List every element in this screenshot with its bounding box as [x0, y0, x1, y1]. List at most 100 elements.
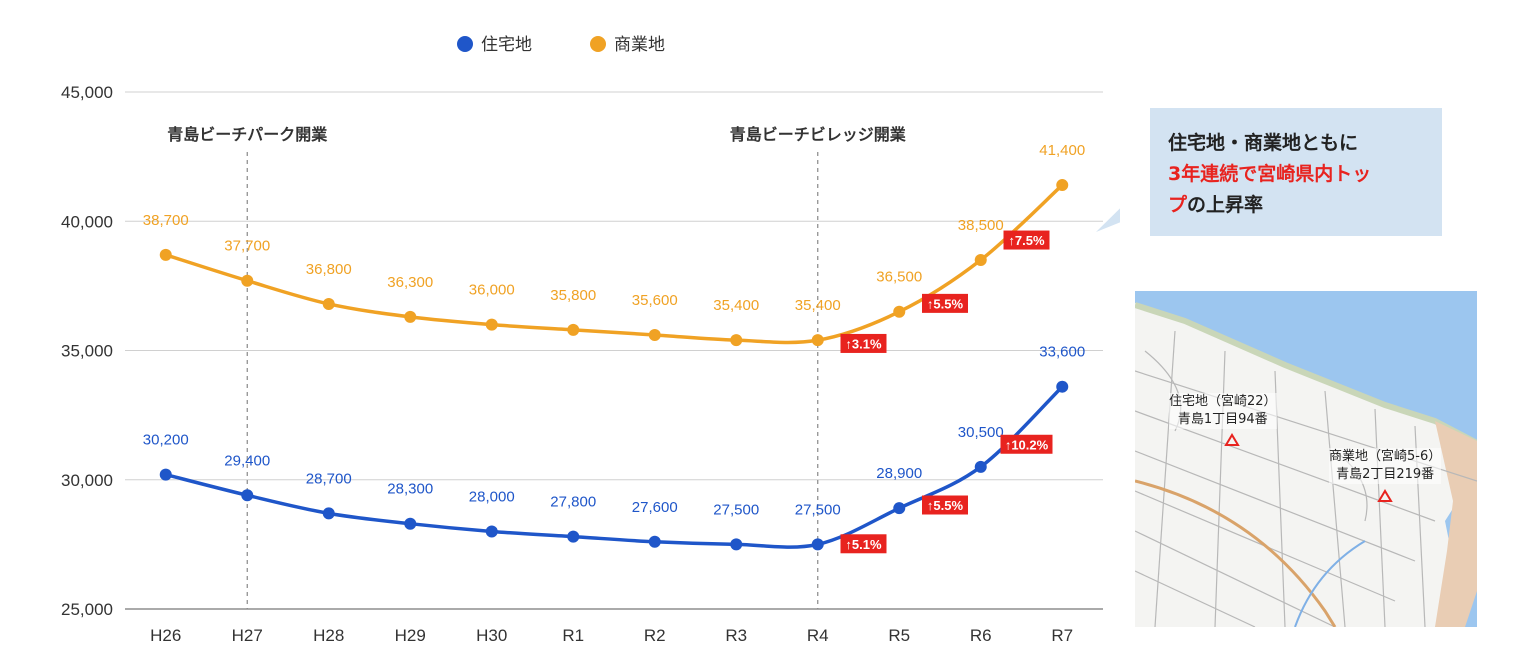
data-label: 35,400: [795, 297, 841, 314]
rate-badge-label: ↑10.2%: [1005, 437, 1049, 452]
x-tick-label: H30: [476, 626, 507, 645]
y-tick-label: 40,000: [61, 212, 113, 231]
data-label: 27,800: [550, 494, 596, 511]
rate-badge: [840, 333, 887, 353]
x-tick-label: H27: [232, 626, 263, 645]
data-label: 37,700: [224, 238, 270, 255]
rate-badge: [922, 293, 968, 313]
data-label: 36,500: [876, 269, 922, 286]
rate-badge: [1000, 434, 1053, 454]
map-label-residential: 住宅地（宮崎22） 青島1丁目94番: [1169, 393, 1277, 429]
data-label: 28,700: [306, 470, 352, 487]
x-tick-label: R2: [644, 626, 666, 645]
x-tick-label: H28: [313, 626, 344, 645]
y-tick-label: 25,000: [61, 600, 113, 619]
series-line: [165, 183, 1064, 345]
x-tick-label: R3: [725, 626, 747, 645]
data-point: [648, 328, 661, 341]
annotation-label: 青島ビーチビレッジ開業: [730, 125, 907, 144]
data-point: [322, 507, 335, 520]
data-point: [1056, 380, 1069, 393]
callout-line-3-rest: の上昇率: [1187, 194, 1264, 216]
data-label: 35,800: [550, 287, 596, 304]
map-graphic: [1135, 291, 1477, 627]
map-label-residential-2: 青島1丁目94番: [1177, 412, 1268, 427]
data-point: [485, 525, 498, 538]
data-point: [648, 535, 661, 548]
legend-label: 商業地: [614, 35, 665, 55]
data-point: [567, 530, 580, 543]
data-point: [1056, 179, 1069, 192]
series-line: [165, 385, 1064, 549]
map-label-commercial-2: 青島2丁目219番: [1336, 467, 1435, 482]
data-point: [159, 248, 172, 261]
rate-badge-label: ↑7.5%: [1008, 233, 1045, 248]
x-tick-label: H26: [150, 626, 181, 645]
data-label: 36,000: [469, 282, 515, 299]
data-point: [159, 468, 172, 481]
callout-line-3: プの上昇率: [1168, 190, 1426, 221]
data-label: 38,500: [958, 217, 1004, 234]
callout-box: 住宅地・商業地ともに 3年連続で宮崎県内トッ プの上昇率: [1150, 108, 1442, 236]
y-tick-label: 30,000: [61, 471, 113, 490]
data-point: [893, 502, 906, 515]
callout-line-1: 住宅地・商業地ともに: [1168, 132, 1359, 154]
data-point: [567, 323, 580, 336]
data-label: 28,000: [469, 488, 515, 505]
data-point: [893, 305, 906, 318]
data-label: 38,700: [143, 212, 189, 229]
callout-line-3-red: プ: [1168, 194, 1188, 216]
rate-badge-label: ↑5.5%: [927, 296, 964, 311]
map-label-commercial-1: 商業地（宮崎5-6）: [1329, 449, 1442, 464]
x-tick-label: R7: [1051, 626, 1073, 645]
rate-badge: [922, 495, 968, 515]
line-chart: 25,000 30,000 35,000 40,000 45,000 H26 H27 H28 H…: [61, 35, 1120, 645]
data-label: 27,500: [795, 501, 841, 518]
data-point: [241, 274, 254, 287]
map-label-residential-1: 住宅地（宮崎22）: [1169, 394, 1277, 409]
callout-line-2: 3年連続で宮崎県内トッ: [1168, 163, 1372, 185]
data-label: 28,900: [876, 465, 922, 482]
data-point: [811, 538, 824, 551]
data-point: [485, 318, 498, 331]
data-label: 36,300: [387, 274, 433, 291]
data-label: 30,200: [143, 432, 189, 449]
data-label: 41,400: [1039, 142, 1085, 159]
data-label: 28,300: [387, 481, 433, 498]
data-label: 27,500: [713, 501, 759, 518]
rate-badge-label: ↑5.5%: [927, 498, 964, 513]
data-point: [730, 538, 743, 551]
legend-label: 住宅地: [481, 35, 532, 55]
y-tick-label: 35,000: [61, 342, 113, 361]
annotation-label: 青島ビーチパーク開業: [167, 125, 328, 144]
map-label-commercial: 商業地（宮崎5-6） 青島2丁目219番: [1329, 448, 1442, 484]
rate-badge: [1003, 230, 1050, 250]
location-map: 住宅地（宮崎22） 青島1丁目94番 商業地（宮崎5-6） 青島2丁目219番: [1135, 291, 1477, 627]
x-tick-label: R5: [888, 626, 910, 645]
data-point: [404, 517, 417, 530]
data-point: [404, 310, 417, 323]
data-point: [811, 334, 824, 347]
data-point: [974, 460, 987, 473]
data-label: 36,800: [306, 261, 352, 278]
data-point: [730, 334, 743, 347]
rate-badge-label: ↑5.1%: [845, 537, 882, 552]
x-tick-label: R1: [562, 626, 584, 645]
data-label: 35,400: [713, 297, 759, 314]
x-tick-label: H29: [395, 626, 426, 645]
data-label: 35,600: [632, 292, 678, 309]
data-label: 29,400: [224, 452, 270, 469]
data-label: 33,600: [1039, 344, 1085, 361]
x-tick-label: R4: [807, 626, 829, 645]
data-label: 27,600: [632, 499, 678, 516]
legend-marker: [457, 36, 473, 52]
data-point: [322, 297, 335, 310]
data-label: 30,500: [958, 424, 1004, 441]
callout-pointer: [1096, 208, 1120, 232]
rate-badge-label: ↑3.1%: [845, 336, 882, 351]
legend-marker: [590, 36, 606, 52]
data-point: [974, 254, 987, 267]
data-point: [241, 489, 254, 502]
rate-badge: [840, 534, 887, 554]
x-tick-label: R6: [970, 626, 992, 645]
